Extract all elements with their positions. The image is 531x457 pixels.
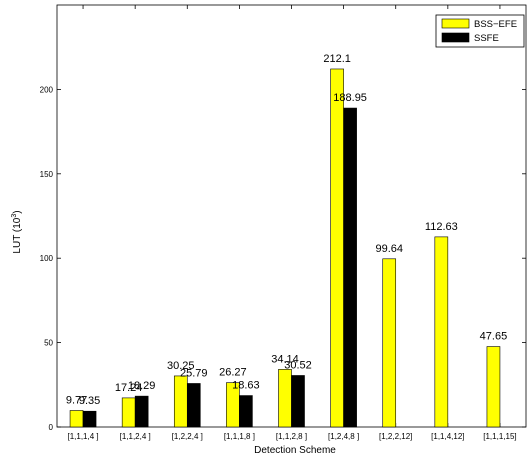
data-label-bss-efe: 99.64: [375, 243, 403, 255]
data-label-bss-efe: 26.27: [219, 367, 247, 379]
data-label-bss-efe: 34.14: [271, 353, 299, 365]
bar-ssfe: [134, 395, 149, 428]
bar-bss-efe: [69, 410, 84, 428]
bar-bss-efe: [330, 68, 344, 428]
x-tick-label: [1,1,1,4 ]: [67, 432, 98, 441]
y-tick-label: 50: [44, 339, 53, 348]
legend-swatch-bss-efe: [441, 18, 470, 29]
bar-ssfe: [239, 395, 253, 428]
data-label-ssfe: 30.52: [284, 359, 312, 371]
data-label-bss-efe: 212.1: [323, 53, 351, 65]
y-tick-label: 200: [40, 85, 54, 94]
bar-bss-efe: [382, 258, 397, 428]
bar-ssfe: [291, 375, 305, 428]
y-axis: 0 50 100 150 200: [40, 85, 526, 432]
legend-label-bss-efe: BSS−EFE: [474, 19, 517, 30]
x-tick-label: [1,2,4,8 ]: [328, 432, 359, 441]
y-axis-title-base: LUT (10: [12, 217, 23, 253]
bar-bss-efe: [434, 236, 449, 428]
bar-ssfe: [186, 383, 201, 428]
data-label-bss-efe: 112.63: [425, 221, 458, 233]
x-tick-label: [1,1,2,4 ]: [120, 432, 151, 441]
bar-bss-efe: [486, 346, 501, 428]
data-label-ssfe: 9.35: [79, 395, 100, 407]
y-axis-title-close: ): [12, 210, 23, 213]
legend-label-ssfe: SSFE: [474, 33, 499, 44]
x-tick-label: [1,2,2,12]: [379, 432, 412, 441]
bar-ssfe: [343, 107, 357, 428]
x-tick-label: [1,1,1,8 ]: [224, 432, 255, 441]
y-tick-label: 0: [49, 423, 54, 432]
x-tick-label: [1,1,2,8 ]: [276, 432, 307, 441]
y-axis-title: LUT (103): [11, 210, 23, 253]
data-label-ssfe: 18.29: [128, 380, 156, 392]
data-label-bss-efe: 9.77: [66, 395, 87, 407]
bars: [69, 68, 501, 428]
data-label-bss-efe: 17.24: [115, 382, 143, 394]
data-label-bss-efe: 47.65: [480, 331, 508, 343]
x-tick-label: [1,1,4,12]: [431, 432, 464, 441]
bar-bss-efe: [121, 397, 136, 428]
data-label-ssfe: 25.79: [180, 367, 208, 379]
y-tick-label: 100: [40, 254, 54, 263]
legend-swatch-ssfe: [441, 32, 470, 43]
y-tick-label: 150: [40, 170, 54, 179]
bar-bss-efe: [173, 375, 188, 428]
x-tick-label: [1,2,2,4 ]: [172, 432, 203, 441]
y-axis-title-exponent: 3: [11, 214, 18, 218]
data-label-bss-efe: 30.25: [167, 360, 195, 372]
data-label-ssfe: 18.63: [232, 380, 260, 392]
legend: BSS−EFE SSFE: [435, 14, 525, 48]
bar-bss-efe: [278, 369, 292, 428]
x-axis-title: Detection Scheme: [254, 445, 336, 456]
x-tick-label: [1,1,1,15]: [483, 432, 516, 441]
data-label-ssfe: 188.95: [333, 92, 367, 104]
bar-ssfe: [82, 410, 97, 428]
